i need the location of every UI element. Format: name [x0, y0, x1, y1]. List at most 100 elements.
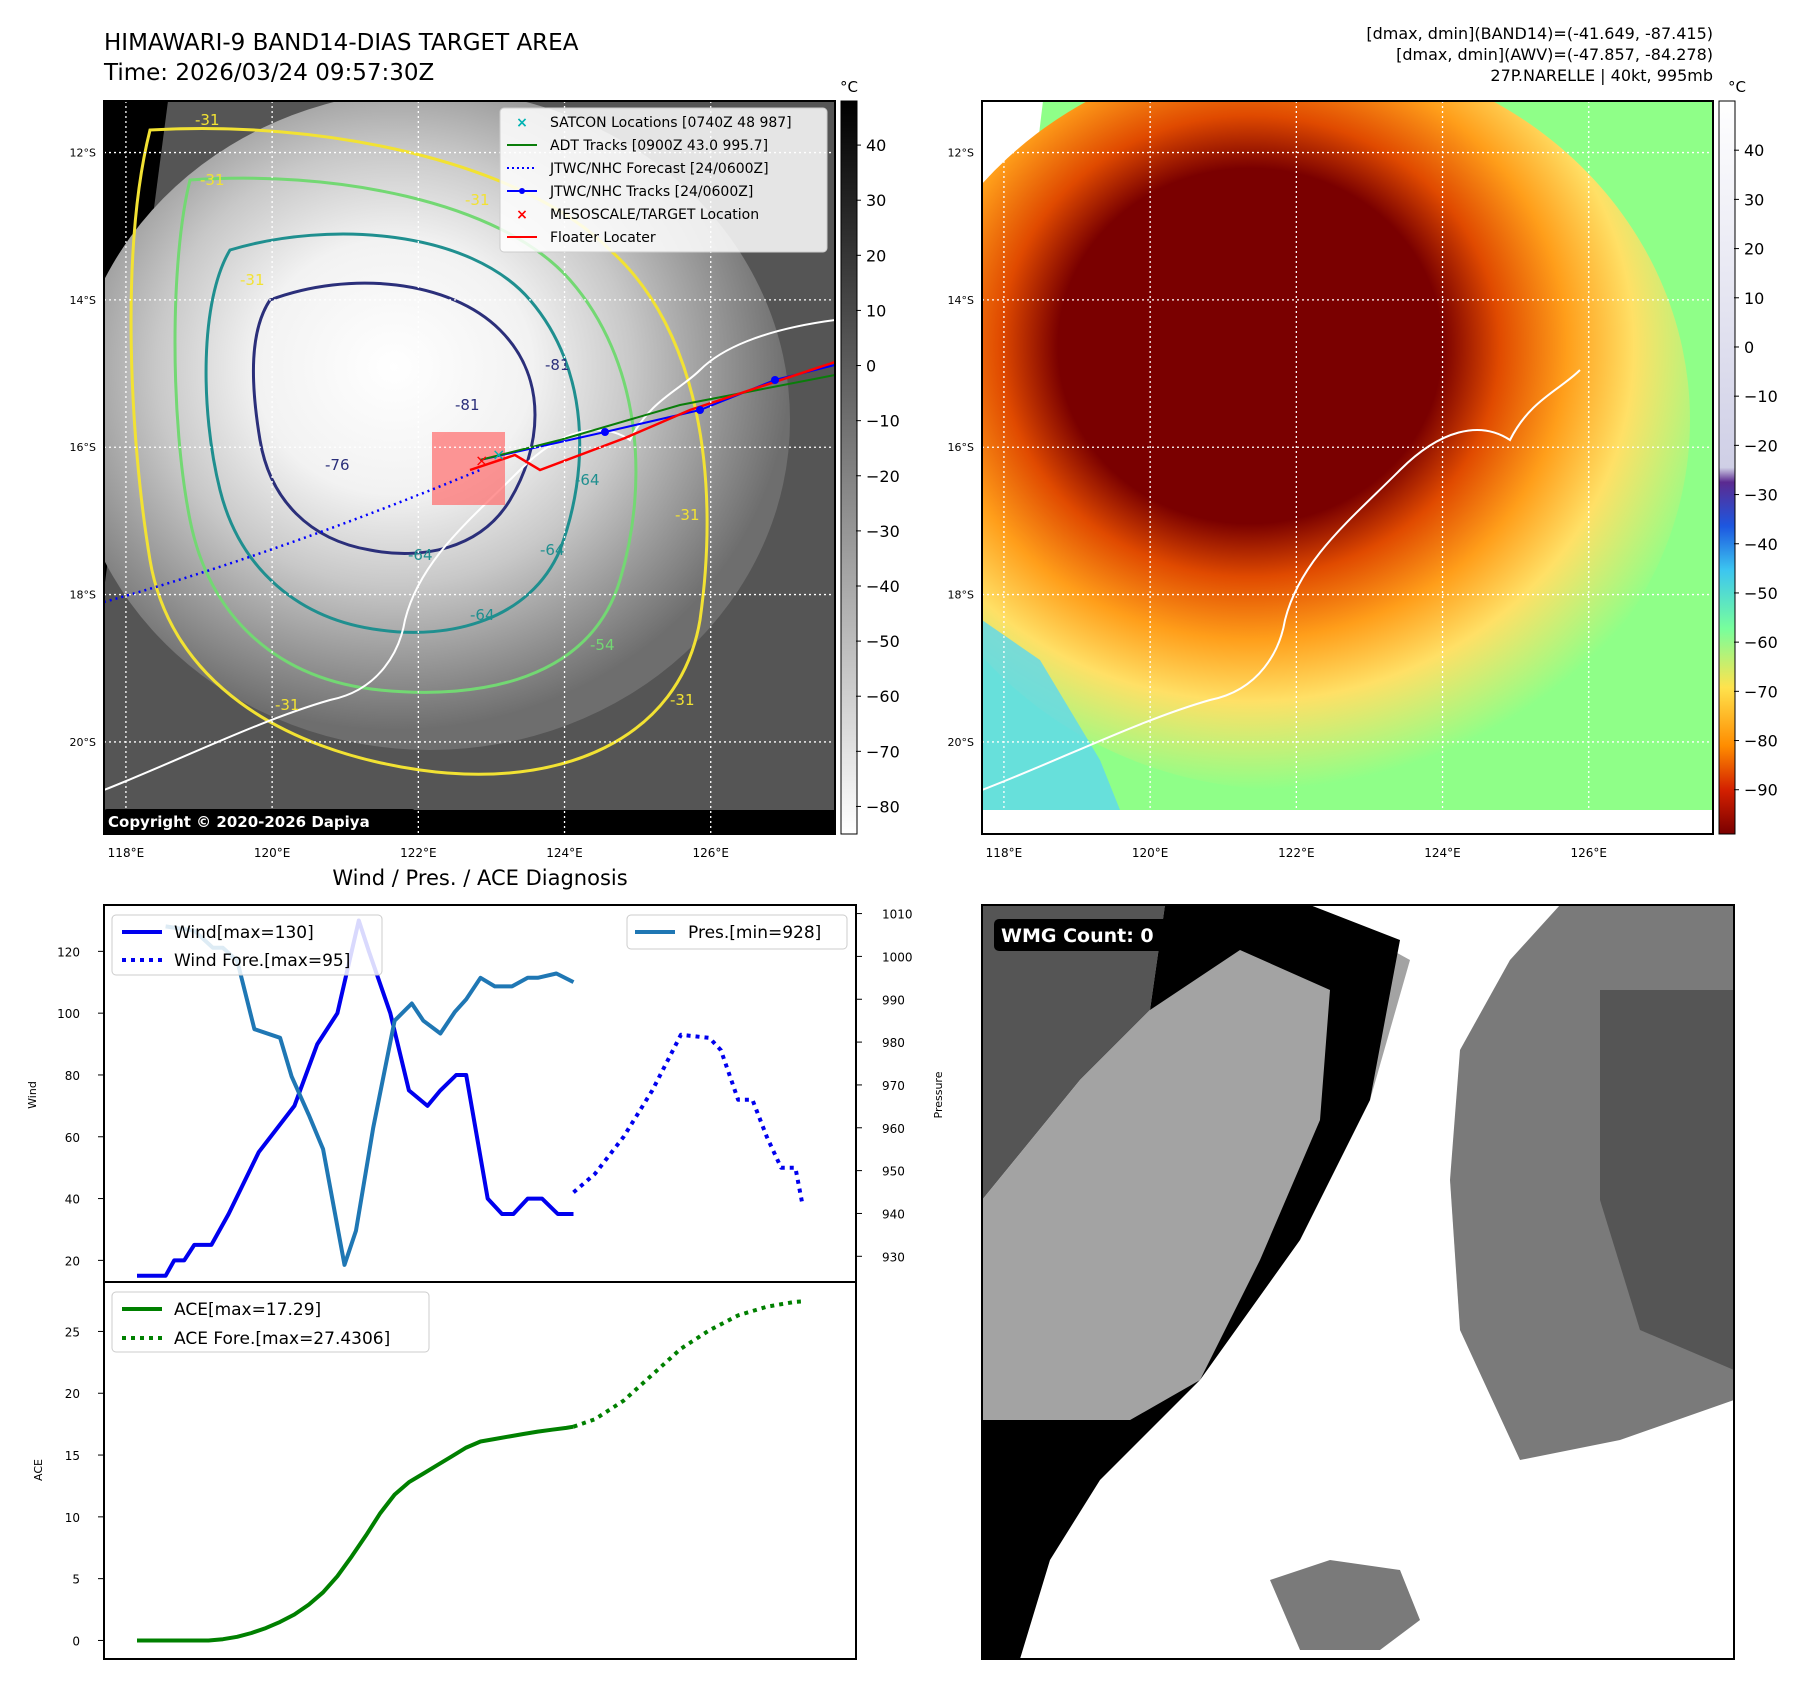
stats-awv: [dmax, dmin](AWV)=(-47.857, -84.278)	[1396, 45, 1713, 64]
y-tick-label: 100	[57, 1007, 80, 1021]
lon-tick-label: 124°E	[546, 846, 583, 860]
contour-label: -31	[465, 191, 490, 209]
ir-frame	[103, 100, 836, 835]
y-tick-label: 10	[65, 1511, 80, 1525]
mesoscale-target-box	[432, 432, 505, 505]
colorbar-tick-label: 30	[1744, 190, 1764, 209]
adt-track	[479, 374, 835, 461]
y-tick-right-label: 930	[882, 1250, 905, 1264]
series-line-0	[137, 918, 574, 1278]
y-tick-right-label: 1010	[882, 908, 913, 922]
colorbar-tick-label: 10	[1744, 289, 1764, 308]
colorbar-tick-label: −70	[866, 742, 900, 761]
copyright-text: Copyright © 2020-2026 Dapiya	[108, 813, 370, 831]
contour-label: -64	[540, 541, 565, 559]
lon-tick-label: 126°E	[692, 846, 729, 860]
y-tick-right-label: 1000	[882, 950, 913, 964]
contour-label: -81	[545, 356, 570, 374]
colorbar-tick-label: −50	[866, 632, 900, 651]
lat-tick-label: 14°S	[948, 294, 974, 307]
awv-moisture-field	[982, 101, 1690, 790]
ir-contour-teal	[204, 232, 582, 634]
y-tick-label: 25	[65, 1325, 80, 1339]
lat-tick-label: 16°S	[948, 441, 974, 454]
lat-tick-label: 12°S	[70, 147, 96, 160]
y-tick-label: 0	[72, 1634, 80, 1648]
wmg-gray-dark-east	[1600, 990, 1734, 1370]
legend-label: Floater Locater	[550, 230, 656, 246]
lat-tick-label: 20°S	[70, 736, 96, 749]
lon-tick-label: 120°E	[1132, 846, 1169, 860]
lat-tick-label: 16°S	[70, 441, 96, 454]
colorbar-tick-label: −10	[1744, 387, 1778, 406]
legend-swatch-marker	[519, 188, 525, 194]
contour-label: -31	[675, 506, 700, 524]
lat-tick-label: 14°S	[70, 294, 96, 307]
colorbar-tick-label: −10	[866, 412, 900, 431]
contour-label: -76	[325, 456, 350, 474]
y-tick-label: 80	[65, 1069, 80, 1083]
colorbar-tick-label: −80	[1744, 732, 1778, 751]
figure-title: HIMAWARI-9 BAND14-DIAS TARGET AREA	[104, 30, 579, 56]
colorbar-tick-label: −60	[866, 687, 900, 706]
awv-missing-bottom	[982, 810, 1713, 834]
ir-gridlines	[104, 101, 835, 834]
colorbar-tick-label: −80	[866, 797, 900, 816]
awv-gridlines	[982, 101, 1713, 834]
colorbar-tick-label: −40	[1744, 535, 1778, 554]
lat-tick-label: 12°S	[948, 147, 974, 160]
colorbar-tick-label: −30	[866, 522, 900, 541]
ir-colorbar-unit: °C	[840, 78, 858, 96]
lon-tick-label: 118°E	[986, 846, 1023, 860]
contour-label: -31	[670, 691, 695, 709]
colorbar-tick-label: −30	[1744, 486, 1778, 505]
colorbar-tick-label: −40	[866, 577, 900, 596]
awv-panel	[981, 100, 1714, 835]
ace-ylabel: ACE	[32, 1459, 45, 1481]
series-line-1	[572, 1032, 805, 1206]
y-tick-label: 120	[57, 945, 80, 959]
satcon-marker: ×	[492, 445, 505, 464]
ir-panel: × × -31 -31 -31 -31 -31 -31 -31 -54 -64 …	[103, 100, 836, 835]
diagnosis-title: Wind / Pres. / ACE Diagnosis	[332, 866, 627, 890]
y-tick-right-label: 940	[882, 1207, 905, 1221]
y-tick-label: 15	[65, 1449, 80, 1463]
colorbar-tick-label: 20	[1744, 240, 1764, 259]
lat-tick-label: 18°S	[70, 589, 96, 602]
colorbar-tick-label: −20	[866, 467, 900, 486]
contour-label: -64	[575, 471, 600, 489]
legend-label: MESOSCALE/TARGET Location	[550, 207, 759, 223]
wmg-panel: WMG Count: 0	[981, 904, 1735, 1660]
pressure-ylabel: Pressure	[932, 1071, 945, 1118]
jtwc-track-point	[601, 428, 609, 436]
contour-label: -31	[275, 696, 300, 714]
awv-colorbar-unit: °C	[1728, 78, 1746, 96]
contour-label: -64	[408, 546, 433, 564]
lat-tick-label: 20°S	[948, 736, 974, 749]
legend-label: JTWC/NHC Tracks [24/0600Z]	[549, 184, 753, 200]
wmg-frame	[981, 904, 1735, 1660]
colorbar-tick-label: −70	[1744, 682, 1778, 701]
floater-locater	[469, 360, 835, 472]
contour-label: -64	[470, 606, 495, 624]
wmg-gray-south	[1270, 1560, 1420, 1650]
coastline	[982, 369, 1581, 791]
legend-marker: ×	[516, 115, 528, 131]
target-marker: ×	[475, 451, 488, 470]
awv-colorbar-gradient	[1718, 100, 1736, 835]
legend-label: JTWC/NHC Forecast [24/0600Z]	[549, 161, 769, 177]
stats-band14: [dmax, dmin](BAND14)=(-41.649, -87.415)	[1366, 24, 1713, 43]
y-tick-label: 40	[65, 1193, 80, 1207]
contour-label: -54	[590, 636, 615, 654]
colorbar-tick-label: 0	[1744, 338, 1754, 357]
colorbar-tick-label: 10	[866, 301, 886, 320]
y-tick-label: 60	[65, 1131, 80, 1145]
ace-legend: ACE[max=17.29] ACE Fore.[max=27.4306]	[111, 1291, 430, 1353]
legend-box	[111, 1291, 430, 1353]
lon-tick-label: 126°E	[1570, 846, 1607, 860]
legend-label-ace-forecast: ACE Fore.[max=27.4306]	[174, 1329, 390, 1349]
colorbar-tick-label: −20	[1744, 436, 1778, 455]
figure-time: Time: 2026/03/24 09:57:30Z	[103, 60, 434, 86]
y-tick-label: 20	[65, 1387, 80, 1401]
